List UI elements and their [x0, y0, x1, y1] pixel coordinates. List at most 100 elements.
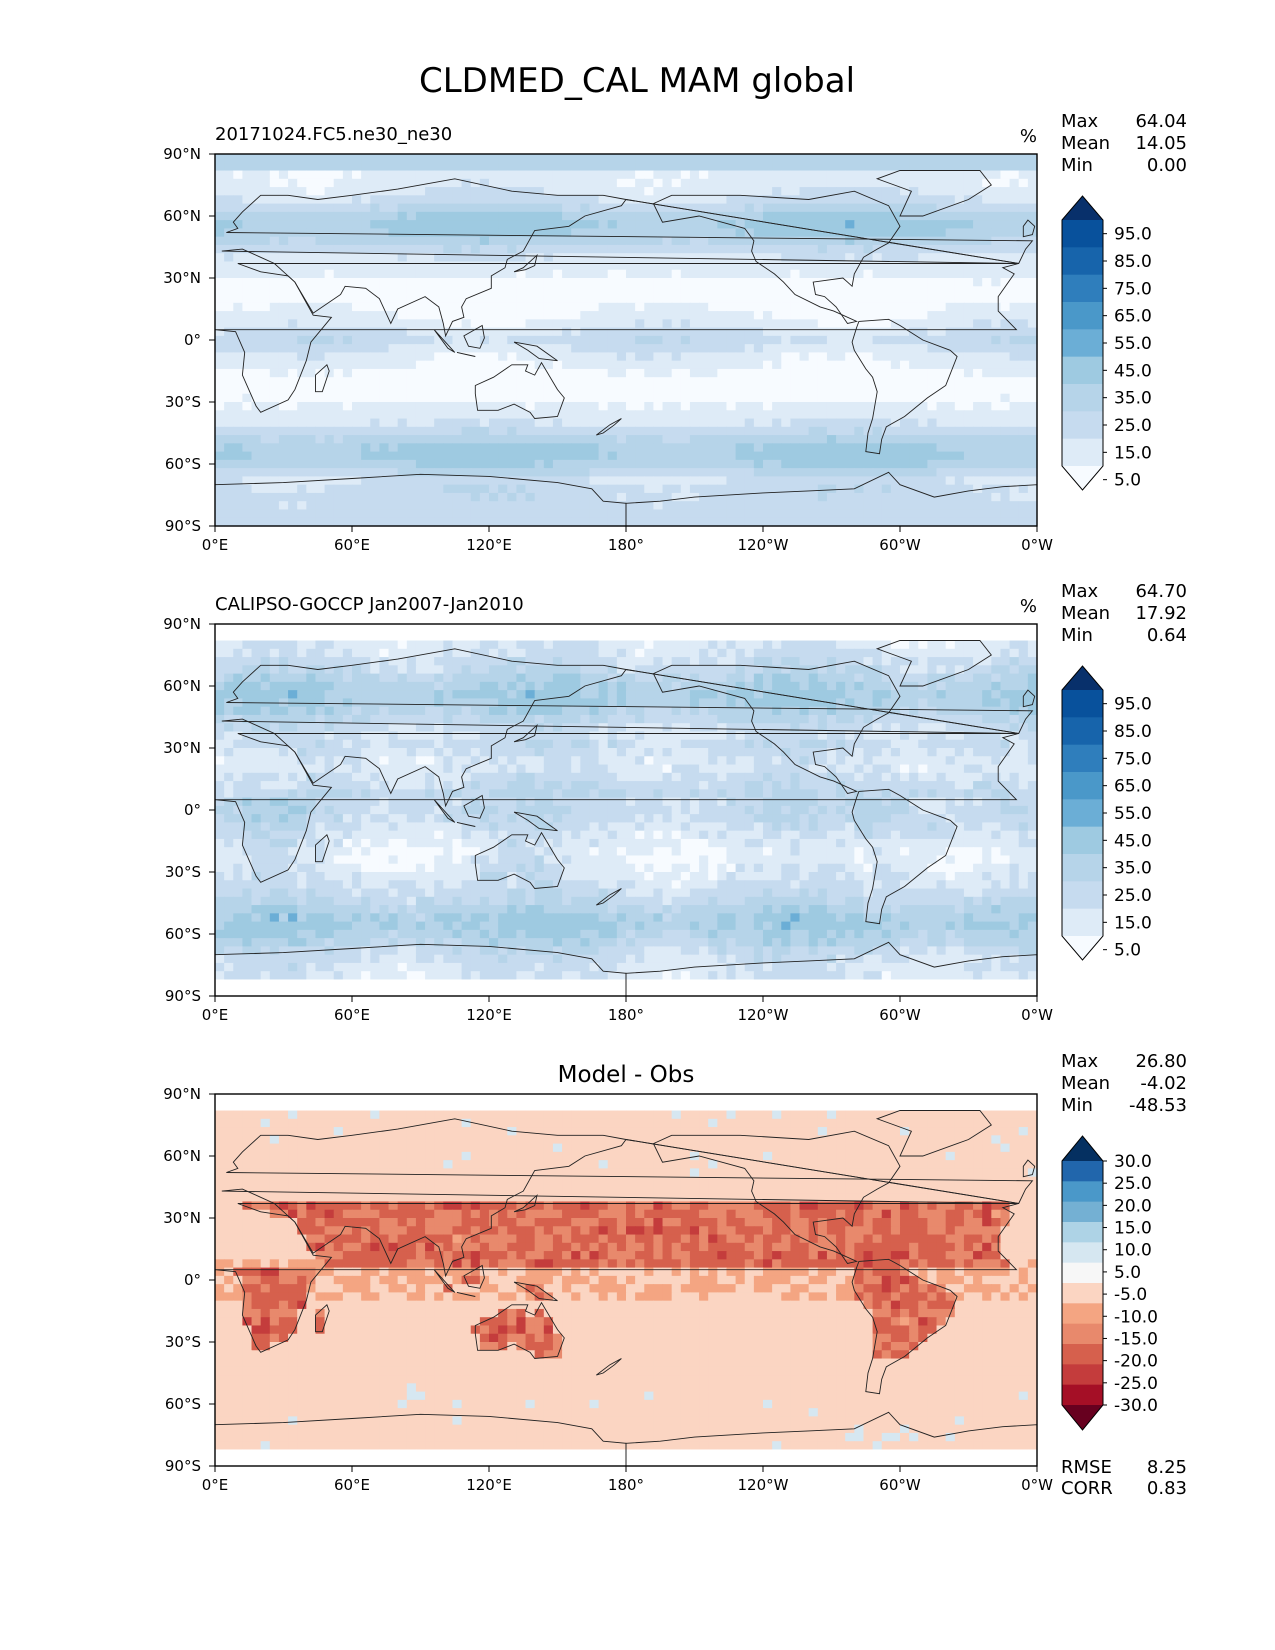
x-tick-label: 120°W [738, 1476, 789, 1494]
x-tick-label: 60°E [334, 1476, 370, 1494]
stat-label-max: Max [1061, 1051, 1099, 1072]
y-tick-label: 30°S [165, 393, 201, 411]
colorbar-label: 5.0 [1114, 941, 1141, 961]
x-tick-label: 180° [608, 1006, 644, 1024]
colorbar: 95.0 85.0 75.0 65.0 55.0 45.0 35.0 25.0 15.0 5.0 [1061, 195, 1152, 491]
x-tick-label: 0°W [1021, 536, 1053, 554]
y-tick-label: 0° [184, 1271, 201, 1289]
colorbar-label: 25.0 [1114, 416, 1152, 436]
colorbar-label: 65.0 [1114, 307, 1152, 327]
y-tick-label: 30°N [163, 739, 201, 757]
stat-label-max: Max [1061, 581, 1099, 602]
x-tick-label: 120°E [466, 536, 512, 554]
y-tick-label: 30°N [163, 1209, 201, 1227]
colorbar-label: 35.0 [1114, 859, 1152, 879]
contour-field [215, 624, 1038, 997]
stat-label-mean: Mean [1061, 133, 1110, 154]
y-tick-label: 90°S [165, 1457, 201, 1475]
x-tick-label: 60°W [879, 536, 921, 554]
colorbar: 95.0 85.0 75.0 65.0 55.0 45.0 35.0 25.0 15.0 5.0 [1061, 665, 1152, 961]
colorbar-label: -20.0 [1114, 1352, 1158, 1372]
colorbar-label: -15.0 [1114, 1329, 1158, 1349]
stat-value-mean: 17.92 [1135, 603, 1187, 624]
colorbar-label: -25.0 [1114, 1374, 1158, 1394]
colorbar-label: 85.0 [1114, 722, 1152, 742]
x-tick-label: 60°W [879, 1006, 921, 1024]
colorbar-label: 55.0 [1114, 804, 1152, 824]
colorbar-label: 25.0 [1114, 886, 1152, 906]
x-tick-label: 0°W [1021, 1476, 1053, 1494]
colorbar-label: 45.0 [1114, 361, 1152, 381]
x-tick-label: 0°E [202, 536, 229, 554]
colorbar-label: 10.0 [1114, 1241, 1152, 1261]
x-tick-label: 60°W [879, 1476, 921, 1494]
panel-units: % [1020, 596, 1037, 617]
y-tick-label: 60°S [165, 1395, 201, 1413]
colorbar-label: 30.0 [1114, 1152, 1152, 1172]
stat-label-rmse: RMSE [1061, 1457, 1112, 1478]
stat-value-max: 26.80 [1135, 1051, 1187, 1072]
contour-field [215, 1094, 1038, 1467]
stat-label-min: Min [1061, 155, 1093, 176]
stat-value-mean: -4.02 [1140, 1073, 1187, 1094]
y-tick-label: 90°S [165, 987, 201, 1005]
stat-label-corr: CORR [1061, 1478, 1113, 1499]
colorbar-label: 75.0 [1114, 279, 1152, 299]
y-tick-label: 90°S [165, 517, 201, 535]
colorbar-label: -10.0 [1114, 1307, 1158, 1327]
colorbar-label: 5.0 [1114, 1263, 1141, 1283]
y-tick-label: 0° [184, 331, 201, 349]
colorbar-label: 20.0 [1114, 1196, 1152, 1216]
stat-label-mean: Mean [1061, 1073, 1110, 1094]
y-tick-label: 30°N [163, 269, 201, 287]
y-tick-label: 60°N [163, 677, 201, 695]
y-tick-label: 30°S [165, 1333, 201, 1351]
x-tick-label: 120°E [466, 1006, 512, 1024]
x-tick-label: 120°E [466, 1476, 512, 1494]
stat-label-min: Min [1061, 1095, 1093, 1116]
x-tick-label: 180° [608, 536, 644, 554]
y-tick-label: 60°N [163, 207, 201, 225]
figure-title: CLDMED_CAL MAM global [419, 61, 855, 101]
map-panels: 0°E 60°E 120°E 180° 120°W 60°W 0°W 90°N 60°N 30°N… [163, 111, 1187, 1499]
y-tick-label: 60°S [165, 455, 201, 473]
x-tick-label: 60°E [334, 536, 370, 554]
x-tick-label: 0°E [202, 1006, 229, 1024]
x-tick-label: 60°E [334, 1006, 370, 1024]
stat-value-rmse: 8.25 [1147, 1457, 1187, 1478]
colorbar-label: 15.0 [1114, 1219, 1152, 1239]
panel-obs: 0°E 60°E 120°E 180° 120°W 60°W 0°W 90°N 60°N 30°N… [163, 581, 1187, 1024]
colorbar-label: 95.0 [1114, 695, 1152, 715]
y-tick-label: 60°S [165, 925, 201, 943]
stat-value-min: 0.64 [1147, 625, 1187, 646]
colorbar-label: -5.0 [1114, 1285, 1147, 1305]
coastlines [214, 640, 1038, 997]
stat-label-max: Max [1061, 111, 1099, 132]
colorbar-label: 75.0 [1114, 749, 1152, 769]
stat-value-min: 0.00 [1147, 155, 1187, 176]
x-tick-label: 0°W [1021, 1006, 1053, 1024]
colorbar-label: 5.0 [1114, 471, 1141, 491]
colorbar-label: 95.0 [1114, 225, 1152, 245]
stat-value-max: 64.70 [1135, 581, 1187, 602]
colorbar-label: 65.0 [1114, 777, 1152, 797]
x-tick-label: 120°W [738, 1006, 789, 1024]
colorbar-label: 15.0 [1114, 913, 1152, 933]
stat-value-corr: 0.83 [1147, 1478, 1187, 1499]
stat-label-min: Min [1061, 625, 1093, 646]
colorbar-label: 45.0 [1114, 831, 1152, 851]
y-tick-label: 90°N [163, 615, 201, 633]
y-tick-label: 30°S [165, 863, 201, 881]
colorbar-label: 35.0 [1114, 389, 1152, 409]
x-tick-label: 120°W [738, 536, 789, 554]
panel-units: % [1020, 126, 1037, 147]
panel-left-title: 20171024.FC5.ne30_ne30 [215, 124, 452, 145]
contour-field [215, 154, 1038, 527]
y-tick-label: 0° [184, 801, 201, 819]
y-tick-label: 90°N [163, 1085, 201, 1103]
colorbar-label: 25.0 [1114, 1174, 1152, 1194]
panel-diff: 0°E 60°E 120°E 180° 120°W 60°W 0°W 90°N 60°N 30°N… [163, 1051, 1187, 1499]
colorbar-label: 15.0 [1114, 443, 1152, 463]
colorbar-label: -30.0 [1114, 1396, 1158, 1416]
